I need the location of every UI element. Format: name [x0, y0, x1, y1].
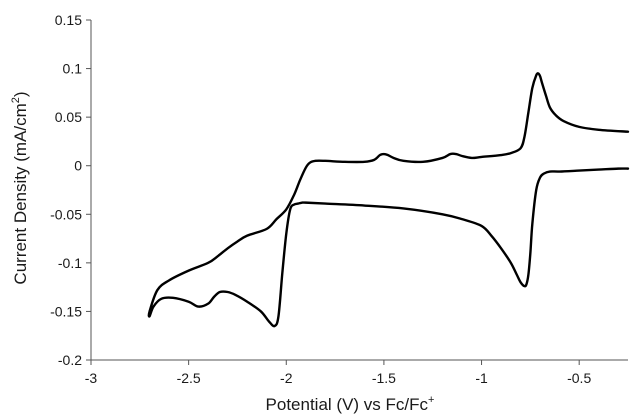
y-tick-label: 0.15 — [55, 12, 82, 28]
y-tick-label: -0.2 — [58, 352, 82, 368]
y-axis-ticks: 0.15 0.1 0.05 0 -0.05 -0.1 -0.15 -0.2 — [50, 12, 91, 368]
y-tick-label: -0.1 — [58, 255, 82, 271]
x-axis-title: Potential (V) vs Fc/Fc+ — [266, 394, 435, 414]
x-tick-label: -1 — [475, 370, 488, 386]
y-axis-title-end: ) — [11, 91, 30, 97]
y-tick-label: -0.05 — [50, 206, 82, 222]
cv-curve — [147, 72, 630, 328]
x-tick-label: -2 — [280, 370, 293, 386]
y-axis-title-sup: 2 — [10, 97, 22, 103]
x-tick-label: -2.5 — [177, 370, 201, 386]
x-tick-label: -1.5 — [372, 370, 396, 386]
y-tick-label: 0 — [74, 158, 82, 174]
x-tick-label: -3 — [85, 370, 98, 386]
x-axis-ticks: -3 -2.5 -2 -1.5 -1 -0.5 — [85, 360, 591, 386]
y-tick-label: -0.15 — [50, 303, 82, 319]
x-tick-label: -0.5 — [567, 370, 591, 386]
y-axis-title-text: Current Density (mA/cm — [11, 103, 30, 284]
y-tick-label: 0.05 — [55, 109, 82, 125]
x-axis-title-sup: + — [428, 394, 434, 406]
x-axis-title-text: Potential (V) vs Fc/Fc — [266, 395, 429, 414]
y-axis-title: Current Density (mA/cm2) — [10, 91, 30, 284]
y-tick-label: 0.1 — [63, 61, 83, 77]
